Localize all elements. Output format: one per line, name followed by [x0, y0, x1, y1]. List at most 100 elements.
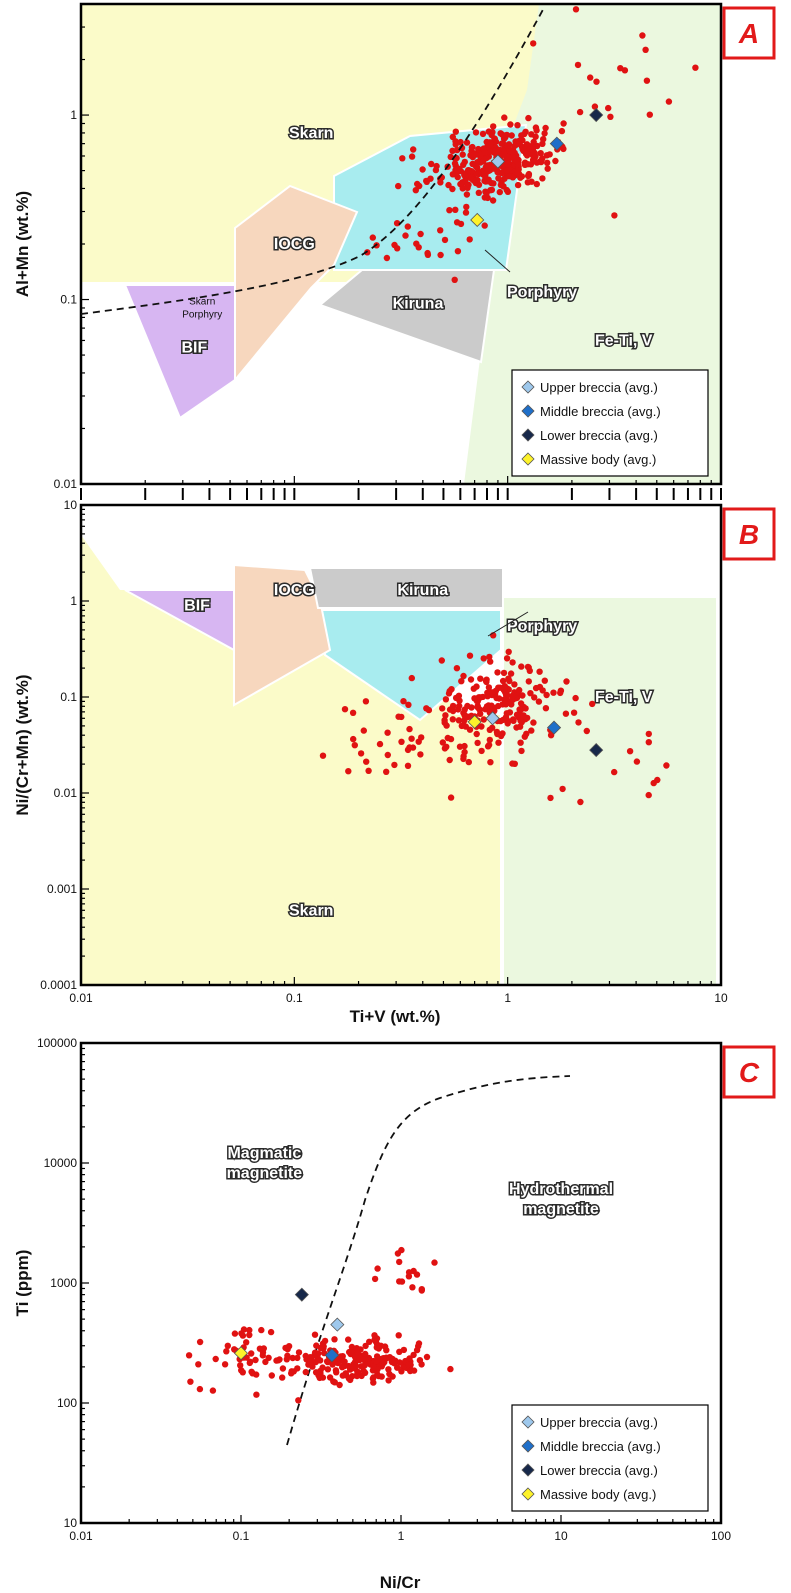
- data-point: [383, 769, 389, 775]
- data-point: [513, 158, 519, 164]
- data-point: [416, 739, 422, 745]
- data-point: [490, 180, 496, 186]
- data-point: [552, 158, 558, 164]
- data-point: [507, 121, 513, 127]
- data-point: [525, 161, 531, 167]
- data-point: [518, 748, 524, 754]
- data-point: [419, 166, 425, 172]
- data-point: [405, 763, 411, 769]
- data-point: [505, 720, 511, 726]
- data-point: [611, 769, 617, 775]
- data-point: [460, 673, 466, 679]
- panel-letter-a: A: [738, 18, 759, 49]
- panel-c: 10 100 1000 10000 100000 0.01 0.1 1 10 100 Magmat…: [13, 1036, 774, 1592]
- data-point: [459, 723, 465, 729]
- data-point: [443, 722, 449, 728]
- data-point: [448, 794, 454, 800]
- data-point: [460, 162, 466, 168]
- field-label-iocg: IOCG: [274, 236, 315, 253]
- data-point: [559, 128, 565, 134]
- data-point: [642, 47, 648, 53]
- data-point: [186, 1352, 192, 1358]
- data-point: [531, 158, 537, 164]
- data-point: [504, 655, 510, 661]
- data-point: [258, 1327, 264, 1333]
- data-point: [469, 144, 475, 150]
- data-point: [288, 1370, 294, 1376]
- data-point: [391, 762, 397, 768]
- data-point: [513, 724, 519, 730]
- data-point: [352, 742, 358, 748]
- data-point: [286, 1343, 292, 1349]
- data-point: [354, 1373, 360, 1379]
- data-point: [538, 150, 544, 156]
- panel-c-legend: Upper breccia (avg.)Middle breccia (avg.…: [512, 1405, 708, 1511]
- data-point: [260, 1352, 266, 1358]
- data-point: [593, 79, 599, 85]
- data-point: [644, 78, 650, 84]
- x-tick-label: 0.01: [69, 991, 93, 1005]
- data-point: [360, 1356, 366, 1362]
- data-point: [195, 1361, 201, 1367]
- data-point: [512, 761, 518, 767]
- data-point: [419, 1287, 425, 1293]
- data-point: [345, 768, 351, 774]
- data-point: [210, 1387, 216, 1393]
- data-point: [232, 1330, 238, 1336]
- data-point: [464, 191, 470, 197]
- field-label-iocg: IOCG: [274, 582, 315, 599]
- data-point: [481, 716, 487, 722]
- data-point: [398, 1247, 404, 1253]
- data-point: [336, 1382, 342, 1388]
- data-point: [497, 685, 503, 691]
- data-point: [362, 1362, 368, 1368]
- data-point: [385, 1377, 391, 1383]
- data-point: [437, 179, 443, 185]
- y-tick-label: 0.01: [54, 786, 78, 800]
- data-point: [405, 223, 411, 229]
- data-point: [525, 115, 531, 121]
- data-point: [454, 665, 460, 671]
- data-point: [262, 1359, 268, 1365]
- data-point: [482, 174, 488, 180]
- data-point: [663, 762, 669, 768]
- data-point: [460, 753, 466, 759]
- data-point: [536, 669, 542, 675]
- data-point: [424, 1354, 430, 1360]
- data-point: [456, 693, 462, 699]
- data-point: [509, 132, 515, 138]
- data-point: [363, 698, 369, 704]
- data-point: [471, 695, 477, 701]
- y-tick-label: 0.1: [60, 690, 77, 704]
- data-point: [225, 1343, 231, 1349]
- data-point: [409, 153, 415, 159]
- data-point: [345, 1336, 351, 1342]
- data-point: [362, 1343, 368, 1349]
- data-point: [525, 664, 531, 670]
- data-point: [453, 129, 459, 135]
- data-point: [449, 148, 455, 154]
- data-point: [406, 726, 412, 732]
- panel-b-xlabel: Ti+V (wt.%): [350, 1007, 441, 1026]
- data-point: [516, 687, 522, 693]
- data-point: [443, 696, 449, 702]
- data-point: [480, 158, 486, 164]
- data-point: [408, 736, 414, 742]
- data-point: [526, 173, 532, 179]
- data-point: [341, 1362, 347, 1368]
- data-point: [478, 748, 484, 754]
- data-point: [237, 1362, 243, 1368]
- data-point: [503, 168, 509, 174]
- data-point: [584, 728, 590, 734]
- data-point: [474, 704, 480, 710]
- data-point: [456, 703, 462, 709]
- data-point: [402, 232, 408, 238]
- data-point: [498, 180, 504, 186]
- x-tick-label: 1: [504, 991, 511, 1005]
- data-point: [499, 131, 505, 137]
- data-point: [522, 734, 528, 740]
- data-point: [447, 1366, 453, 1372]
- data-point: [410, 146, 416, 152]
- data-point: [607, 114, 613, 120]
